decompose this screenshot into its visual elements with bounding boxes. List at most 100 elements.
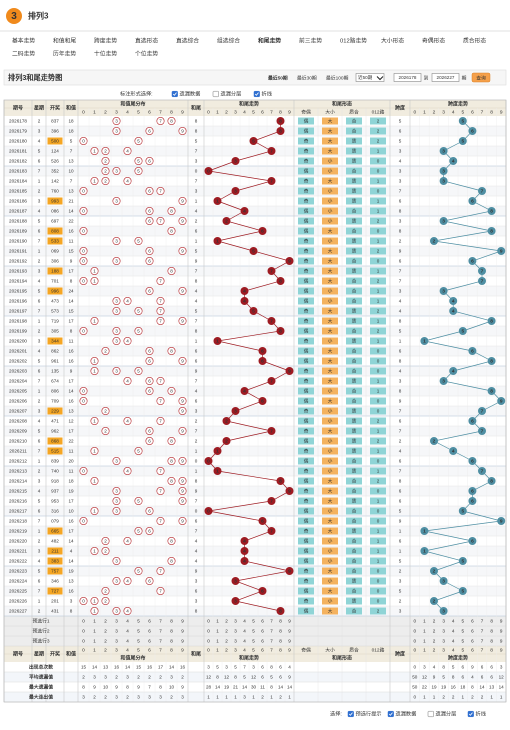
preselect-label[interactable]: 预选行2	[32, 628, 49, 635]
preselect-digit[interactable]: 8	[279, 619, 282, 624]
preselect-digit[interactable]: 0	[414, 619, 417, 624]
preselect-digit[interactable]: 9	[500, 629, 503, 634]
preselect-digit[interactable]: 5	[462, 619, 465, 624]
preselect-digit[interactable]: 1	[93, 629, 96, 634]
preselect-digit[interactable]: 4	[126, 619, 129, 624]
preselect-digit[interactable]: 0	[207, 629, 210, 634]
bottom-checkbox[interactable]	[467, 710, 474, 718]
preselect-digit[interactable]: 7	[270, 629, 273, 634]
preselect-digit[interactable]: 3	[115, 619, 118, 624]
bottom-checkbox[interactable]	[347, 710, 354, 718]
preselect-digit[interactable]: 6	[148, 619, 151, 624]
preselect-digit[interactable]: 6	[471, 629, 474, 634]
preselect-digit[interactable]: 4	[243, 629, 246, 634]
preselect-digit[interactable]: 4	[452, 639, 455, 644]
preselect-digit[interactable]: 3	[115, 639, 118, 644]
nav-tab[interactable]: 012路走势	[340, 37, 367, 45]
preselect-digit[interactable]: 8	[170, 629, 173, 634]
option-label[interactable]: 折线	[262, 89, 272, 97]
preselect-digit[interactable]: 8	[490, 629, 493, 634]
option-checkbox[interactable]	[171, 90, 178, 98]
preselect-digit[interactable]: 3	[442, 629, 445, 634]
nav-tab[interactable]: 跨度走势	[94, 37, 117, 45]
preselect-digit[interactable]: 7	[481, 639, 484, 644]
bottom-option[interactable]: 折线	[476, 709, 486, 717]
preselect-digit[interactable]: 7	[270, 619, 273, 624]
preselect-digit[interactable]: 7	[159, 639, 162, 644]
nav-tab[interactable]: 基本走势	[12, 37, 35, 45]
preselect-digit[interactable]: 6	[471, 619, 474, 624]
recent-link[interactable]: 最近100期	[326, 74, 349, 81]
option-checkbox[interactable]	[253, 90, 260, 98]
nav-tab[interactable]: 直选综合	[176, 37, 199, 45]
preselect-label[interactable]: 预选行1	[32, 618, 49, 625]
preselect-digit[interactable]: 6	[148, 629, 151, 634]
bottom-checkbox[interactable]	[427, 710, 434, 718]
preselect-digit[interactable]: 2	[104, 629, 107, 634]
preselect-digit[interactable]: 3	[115, 629, 118, 634]
preselect-digit[interactable]: 0	[82, 629, 85, 634]
preselect-digit[interactable]: 2	[433, 639, 436, 644]
preselect-digit[interactable]: 5	[462, 629, 465, 634]
nav-tab[interactable]: 二码走势	[12, 50, 35, 58]
preselect-digit[interactable]: 6	[471, 639, 474, 644]
preselect-digit[interactable]: 2	[433, 629, 436, 634]
preselect-digit[interactable]: 2	[225, 619, 228, 624]
preselect-digit[interactable]: 2	[433, 619, 436, 624]
preselect-digit[interactable]: 5	[252, 639, 255, 644]
nav-tab[interactable]: 组选综合	[217, 37, 240, 45]
preselect-digit[interactable]: 8	[279, 639, 282, 644]
query-button[interactable]	[471, 72, 491, 83]
preselect-digit[interactable]: 9	[500, 639, 503, 644]
nav-tab[interactable]: 直选形态	[135, 37, 158, 45]
nav-tab[interactable]: 十位走势	[94, 50, 117, 58]
preselect-digit[interactable]: 9	[288, 629, 291, 634]
nav-tab[interactable]: 和尾走势	[257, 37, 281, 45]
preselect-digit[interactable]: 6	[148, 639, 151, 644]
preselect-digit[interactable]: 4	[243, 639, 246, 644]
nav-tab[interactable]: 和值和尾	[53, 37, 76, 45]
preselect-digit[interactable]: 2	[104, 639, 107, 644]
nav-tab[interactable]: 前三走势	[299, 37, 322, 45]
preselect-digit[interactable]: 9	[181, 619, 184, 624]
recent-link[interactable]: 最近30期	[297, 74, 317, 81]
preselect-digit[interactable]: 1	[93, 619, 96, 624]
recent-link[interactable]: 最近50期	[268, 74, 288, 81]
preselect-digit[interactable]: 3	[234, 639, 237, 644]
nav-tab[interactable]: 历年走势	[53, 50, 76, 58]
preselect-digit[interactable]: 5	[137, 629, 140, 634]
from-input[interactable]	[393, 73, 422, 82]
bottom-checkbox[interactable]	[387, 710, 394, 718]
preselect-digit[interactable]: 1	[423, 619, 426, 624]
preselect-digit[interactable]: 9	[181, 629, 184, 634]
preselect-digit[interactable]: 3	[234, 619, 237, 624]
preselect-digit[interactable]: 5	[462, 639, 465, 644]
preselect-digit[interactable]: 1	[216, 619, 219, 624]
preselect-digit[interactable]: 4	[452, 619, 455, 624]
preselect-digit[interactable]: 8	[279, 629, 282, 634]
preselect-digit[interactable]: 4	[126, 629, 129, 634]
select-box[interactable]	[355, 73, 385, 82]
preselect-digit[interactable]: 8	[490, 639, 493, 644]
preselect-label[interactable]: 预选行3	[32, 638, 49, 645]
to-input[interactable]	[431, 73, 460, 82]
bottom-option[interactable]: 遗漏分层	[436, 709, 457, 717]
nav-tab[interactable]: 大小形态	[381, 37, 404, 45]
preselect-digit[interactable]: 2	[104, 619, 107, 624]
preselect-digit[interactable]: 3	[442, 619, 445, 624]
option-checkbox[interactable]	[212, 90, 219, 98]
option-label[interactable]: 遗漏分层	[221, 89, 242, 97]
preselect-digit[interactable]: 7	[159, 619, 162, 624]
preselect-digit[interactable]: 6	[261, 639, 264, 644]
bottom-option[interactable]: 预选行提示	[356, 709, 382, 717]
preselect-digit[interactable]: 5	[137, 639, 140, 644]
preselect-digit[interactable]: 9	[500, 619, 503, 624]
preselect-digit[interactable]: 4	[452, 629, 455, 634]
preselect-digit[interactable]: 7	[481, 619, 484, 624]
preselect-digit[interactable]: 3	[234, 629, 237, 634]
preselect-digit[interactable]: 7	[270, 639, 273, 644]
bottom-option[interactable]: 遗漏数据	[396, 709, 417, 717]
preselect-digit[interactable]: 4	[243, 619, 246, 624]
preselect-digit[interactable]: 0	[207, 619, 210, 624]
preselect-digit[interactable]: 6	[261, 619, 264, 624]
